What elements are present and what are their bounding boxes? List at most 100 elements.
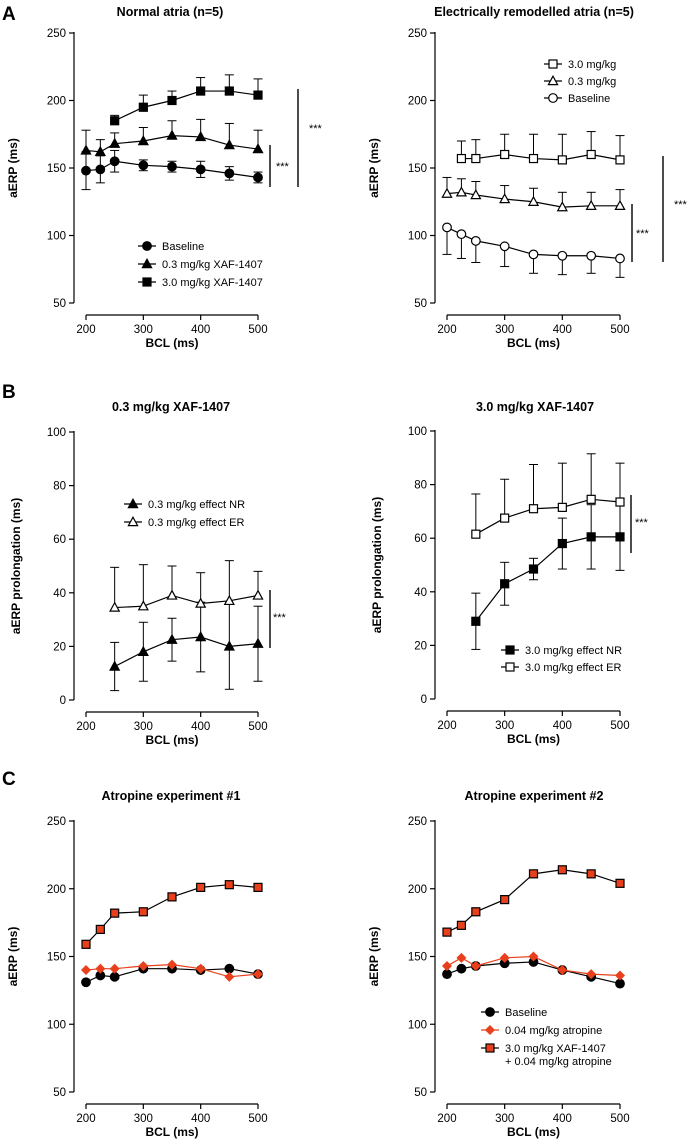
x-tick-label: 400 [191, 324, 210, 336]
data-point [557, 502, 567, 512]
significance-label: *** [636, 228, 650, 240]
data-point [528, 951, 539, 962]
chart-title: Electrically remodelled atria (n=5) [434, 5, 634, 19]
data-point [167, 892, 177, 902]
legend-label: 3.0 mg/kg XAF-1407 [162, 277, 263, 289]
legend-marker [127, 497, 139, 509]
x-axis-label: BCL (ms) [145, 733, 198, 747]
y-tick-label: 250 [408, 816, 427, 828]
data-point [499, 193, 511, 204]
significance-label: *** [635, 517, 649, 529]
data-point [585, 199, 597, 210]
data-point [586, 149, 596, 160]
data-point [80, 144, 92, 155]
data-point [500, 149, 510, 160]
data-point [223, 640, 235, 651]
x-tick-label: 400 [553, 720, 572, 732]
data-point [557, 250, 568, 261]
legend-label: 0.04 mg/kg atropine [505, 1025, 602, 1037]
y-tick-label: 100 [47, 231, 66, 243]
legend-marker [485, 1043, 495, 1053]
y-tick-label: 50 [53, 1087, 66, 1099]
x-tick-label: 500 [610, 324, 629, 336]
data-point [195, 164, 206, 175]
data-point [109, 156, 120, 167]
data-point [167, 161, 177, 172]
legend-label: 0.3 mg/kg [568, 76, 616, 88]
data-point [442, 222, 452, 233]
legend-marker [127, 515, 139, 527]
data-point [615, 878, 625, 888]
legend-label: + 0.04 mg/kg atropine [505, 1056, 612, 1068]
data-point [224, 971, 235, 982]
data-point [166, 589, 178, 600]
y-tick-label: 60 [414, 533, 427, 545]
data-point [499, 241, 510, 252]
chart-title: 0.3 mg/kg XAF-1407 [112, 400, 230, 414]
data-point [80, 965, 92, 976]
x-tick-label: 300 [495, 1113, 514, 1125]
y-tick-label: 250 [47, 28, 66, 40]
data-point [528, 869, 539, 879]
data-point [614, 199, 626, 210]
legend-label: 0.3 mg/kg effect ER [148, 517, 244, 529]
x-tick-label: 300 [495, 324, 514, 336]
legend-marker [548, 59, 558, 69]
data-point [109, 601, 121, 612]
legend: 3.0 mg/kg 0.3 mg/kg Baseline [544, 59, 616, 105]
chart-c1: Atropine experiment #1 50 100 150 200 250 200 3… [6, 789, 268, 1139]
chart-title: 3.0 mg/kg XAF-1407 [476, 400, 594, 414]
data-point [167, 95, 177, 106]
series-3 [110, 74, 263, 126]
x-tick-label: 400 [553, 1113, 572, 1125]
data-point [253, 90, 263, 100]
data-point [252, 589, 264, 600]
series-3 [81, 880, 263, 949]
legend-label: 3.0 mg/kg effect NR [525, 645, 622, 657]
legend-marker [142, 277, 152, 287]
panel-letter-c: C [2, 769, 16, 790]
data-point [471, 529, 481, 539]
y-tick-label: 40 [414, 587, 427, 599]
data-point [456, 153, 467, 164]
significance-label: *** [276, 161, 290, 173]
data-point [137, 600, 149, 611]
data-point [527, 195, 540, 206]
x-tick-label: 200 [437, 720, 456, 732]
data-point [528, 249, 539, 260]
legend-marker [142, 241, 152, 251]
legend-marker [141, 257, 153, 269]
y-tick-label: 50 [414, 298, 427, 310]
series-line [446, 869, 621, 933]
data-point [224, 168, 235, 179]
series-2 [441, 176, 626, 212]
y-tick-label: 200 [47, 96, 66, 108]
data-point [471, 616, 481, 626]
data-point [586, 869, 596, 879]
data-point [470, 235, 481, 246]
data-point [557, 155, 567, 165]
data-point [556, 201, 568, 212]
x-tick-label: 200 [76, 1113, 95, 1125]
x-tick-label: 400 [191, 721, 210, 733]
legend-label: Baseline [505, 1007, 547, 1019]
data-point [138, 960, 149, 971]
data-point [456, 952, 467, 963]
legend-marker [505, 645, 515, 655]
data-point [500, 894, 510, 905]
data-point [195, 630, 207, 642]
data-point [81, 977, 91, 988]
data-point [615, 253, 625, 264]
y-axis-label: aERP prolongation (ms) [370, 497, 384, 633]
y-tick-label: 250 [408, 28, 427, 40]
panel-letter-b: B [2, 382, 16, 403]
data-point [586, 969, 597, 980]
data-point [557, 538, 567, 549]
data-point [586, 250, 597, 261]
data-point [615, 155, 625, 165]
data-point [224, 880, 234, 890]
x-tick-label: 300 [134, 324, 153, 336]
y-tick-label: 100 [47, 1019, 66, 1031]
data-point [81, 939, 91, 949]
x-tick-label: 200 [76, 324, 95, 336]
